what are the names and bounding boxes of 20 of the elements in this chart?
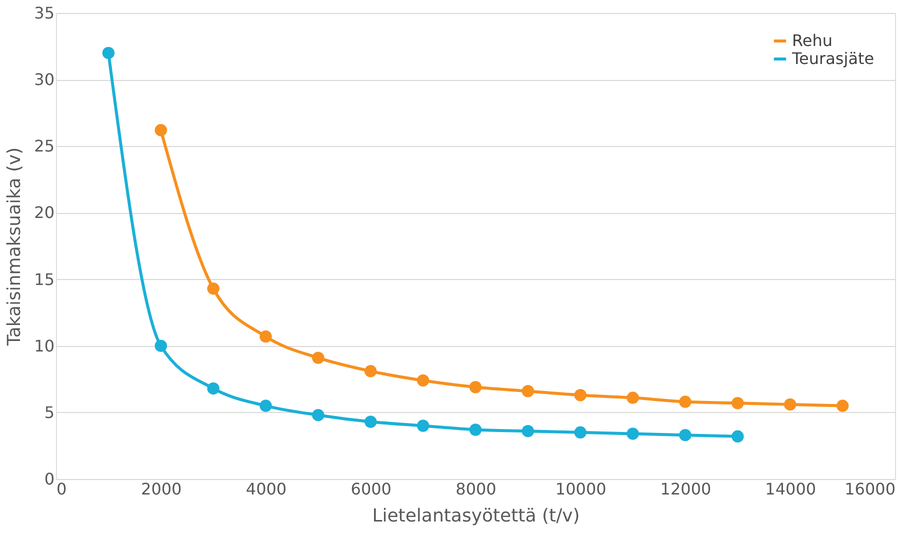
x-tick-label: 0 [56,480,67,498]
x-tick-label: 16000 [844,480,896,498]
x-tick-label: 10000 [555,480,606,498]
x-tick-label: 6000 [350,480,392,498]
x-tick-label: 2000 [141,480,182,498]
legend-label: Rehu [792,31,833,50]
x-tick-label: 12000 [660,480,712,498]
y-tick-label: 15 [34,270,54,289]
y-tick-label: 5 [44,402,54,422]
x-axis-title: Lietelantasyötettä (t/v) [372,506,580,526]
y-tick-label: 20 [34,203,54,222]
x-tick-label: 4000 [246,480,287,498]
y-tick-label: 30 [34,70,54,90]
y-tick-label: 10 [34,336,54,356]
x-tick-label: 14000 [765,480,816,498]
y-axis-title: Takaisinmaksuaika (v) [4,147,26,347]
y-tick-label: 35 [34,4,54,22]
x-tick-label: 8000 [456,480,496,498]
y-tick-label: 25 [34,136,54,156]
legend-label: Teurasjäte [791,49,874,68]
